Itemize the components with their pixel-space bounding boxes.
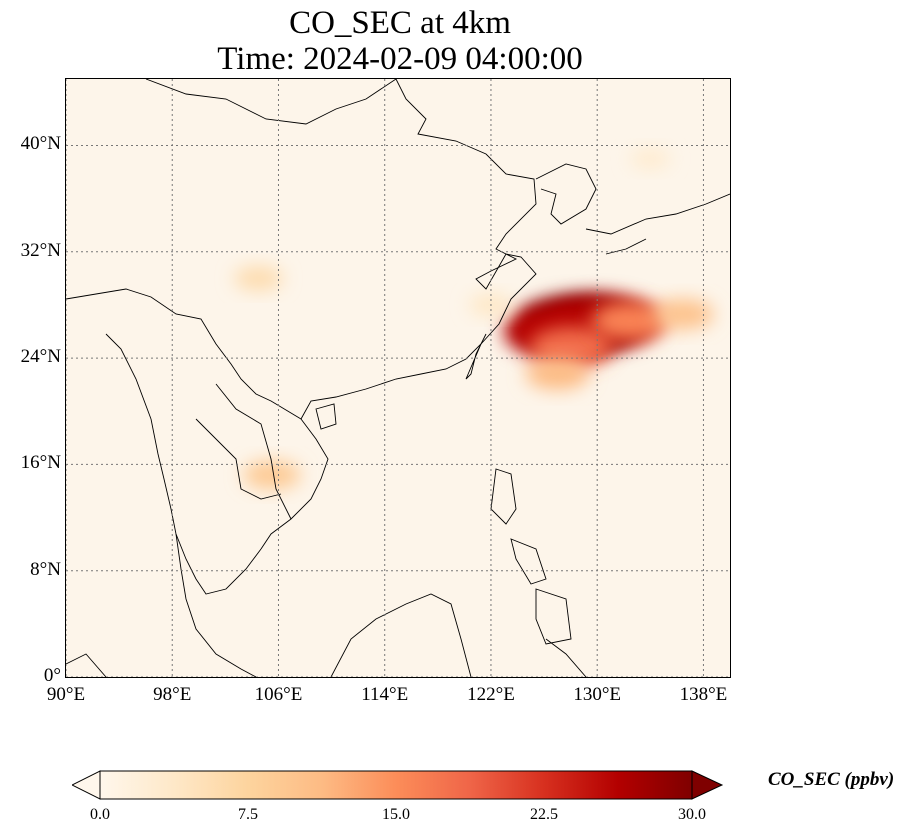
co-plume-4	[591, 301, 670, 341]
co-concentration-field	[233, 148, 714, 490]
lon-tick-label: 90°E	[46, 684, 86, 705]
lon-tick-label: 122°E	[467, 684, 515, 705]
lat-tick-label: 32°N	[20, 239, 61, 261]
colorbar-over-arrow	[691, 770, 724, 800]
lat-tick-label: 24°N	[20, 346, 61, 368]
lat-tick-label: 0°	[43, 665, 61, 686]
lat-tick-label: 8°N	[30, 558, 61, 580]
colorbar-label: CO_SEC (ppbv)	[768, 769, 895, 790]
co-plume-10	[630, 148, 671, 169]
lon-tick-label: 114°E	[361, 684, 409, 705]
map-canvas	[66, 79, 730, 677]
lon-tick-label: 138°E	[679, 684, 728, 705]
lat-tick-label: 40°N	[20, 133, 61, 155]
map-panel	[65, 78, 731, 678]
colorbar	[72, 770, 724, 800]
colorbar-tick-label: 0.0	[90, 806, 110, 823]
colorbar-gradient	[99, 770, 693, 800]
chart-title-line-1: CO_SEC at 4km	[289, 5, 511, 41]
co-plume-8	[242, 460, 301, 490]
coastlines	[66, 79, 730, 677]
lon-tick-label: 106°E	[254, 684, 303, 705]
graticule	[66, 79, 730, 677]
colorbar-under-arrow	[72, 770, 101, 800]
colorbar-tick-label: 30.0	[678, 806, 706, 823]
colorbar-tick-label: 22.5	[530, 806, 558, 823]
lon-tick-label: 130°E	[573, 684, 622, 705]
colorbar-tick-label: 15.0	[382, 806, 410, 823]
chart-title-line-2: Time: 2024-02-09 04:00:00	[217, 41, 583, 77]
co-plume-6	[653, 299, 714, 330]
colorbar-tick-label: 7.5	[238, 806, 258, 823]
lat-tick-label: 16°N	[20, 452, 61, 474]
co-plume-7	[233, 266, 284, 291]
co-plume-5	[525, 358, 590, 390]
lon-tick-label: 98°E	[153, 684, 192, 705]
